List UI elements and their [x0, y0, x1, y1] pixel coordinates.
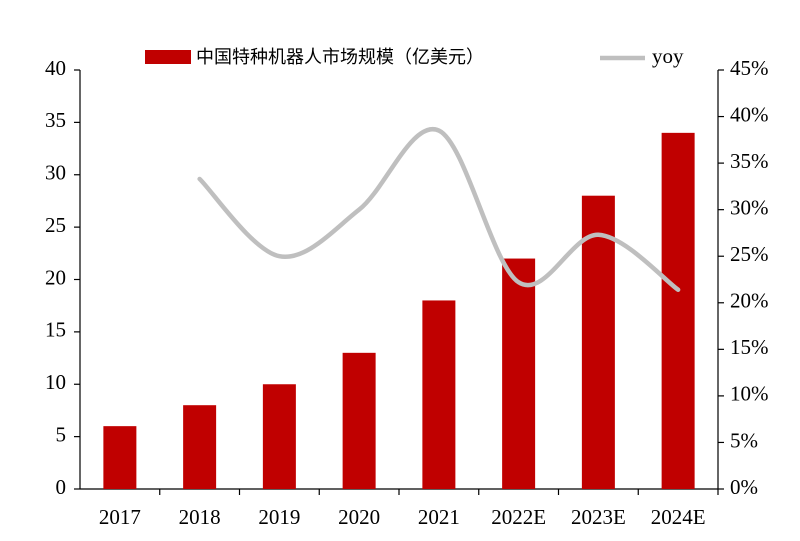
legend-label: yoy [652, 44, 684, 68]
x-tick-label: 2023E [571, 505, 626, 529]
bar [502, 258, 536, 489]
y2-tick-label: 25% [730, 242, 769, 266]
x-tick-label: 2020 [338, 505, 380, 529]
y2-tick-label: 35% [730, 149, 769, 173]
x-tick-label: 2017 [99, 505, 141, 529]
x-tick-label: 2018 [179, 505, 221, 529]
bar [103, 426, 137, 489]
y2-tick-label: 45% [730, 56, 769, 80]
y2-tick-label: 40% [730, 102, 769, 126]
y-tick-label: 15 [45, 318, 66, 342]
y-tick-label: 35 [45, 108, 66, 132]
bar [342, 352, 376, 489]
y2-tick-label: 0% [730, 475, 758, 499]
y-tick-label: 40 [45, 56, 66, 80]
bar [581, 195, 615, 489]
line [197, 126, 681, 292]
y-tick-label: 20 [45, 265, 66, 289]
y-tick-label: 30 [45, 161, 66, 185]
legend-label: 中国特种机器人市场规模（亿美元） [196, 47, 484, 68]
y2-tick-label: 5% [730, 428, 758, 452]
y-tick-label: 5 [56, 422, 67, 446]
x-tick-label: 2022E [491, 505, 546, 529]
y2-tick-label: 30% [730, 195, 769, 219]
y2-tick-label: 10% [730, 382, 769, 406]
legend-swatch [145, 50, 191, 64]
y2-tick-label: 15% [730, 335, 769, 359]
x-tick-label: 2019 [258, 505, 300, 529]
y-tick-label: 25 [45, 213, 66, 237]
x-tick-label: 2021 [418, 505, 460, 529]
y-tick-label: 0 [56, 475, 67, 499]
bar [422, 300, 456, 489]
bar [262, 384, 296, 489]
bar [183, 405, 217, 489]
x-tick-label: 2024E [651, 505, 706, 529]
y-tick-label: 10 [45, 370, 66, 394]
y2-tick-label: 20% [730, 289, 769, 313]
bar [661, 132, 695, 489]
